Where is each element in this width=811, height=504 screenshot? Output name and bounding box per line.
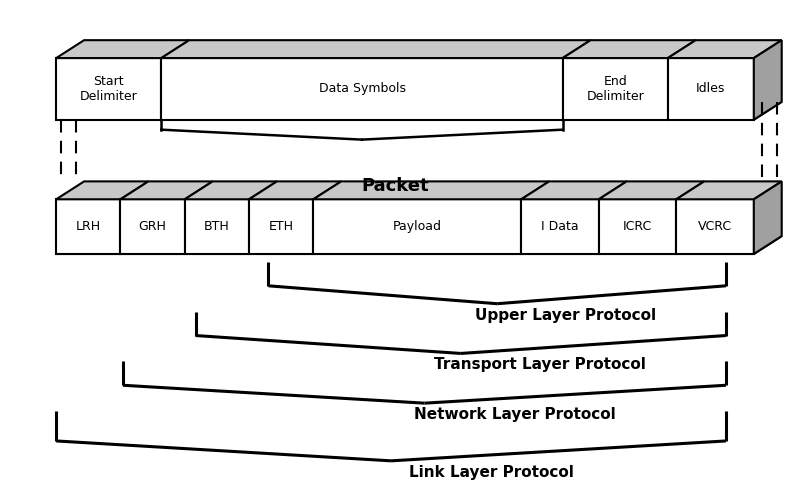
Bar <box>185 199 249 254</box>
Polygon shape <box>56 40 189 58</box>
Polygon shape <box>562 40 695 58</box>
Polygon shape <box>56 181 148 199</box>
Text: Packet: Packet <box>361 177 428 196</box>
Bar <box>667 58 753 120</box>
Text: BTH: BTH <box>204 220 230 233</box>
Polygon shape <box>185 236 277 254</box>
Text: End
Delimiter: End Delimiter <box>586 75 643 103</box>
Bar <box>313 199 521 254</box>
Polygon shape <box>667 102 781 120</box>
Polygon shape <box>598 181 703 199</box>
Text: Link Layer Protocol: Link Layer Protocol <box>409 465 573 480</box>
Polygon shape <box>161 102 590 120</box>
Bar <box>56 58 161 120</box>
Polygon shape <box>185 181 277 199</box>
Text: Network Layer Protocol: Network Layer Protocol <box>414 407 615 422</box>
Polygon shape <box>120 181 212 199</box>
Polygon shape <box>249 181 341 199</box>
Text: Idles: Idles <box>695 82 724 95</box>
Polygon shape <box>56 102 189 120</box>
Text: Transport Layer Protocol: Transport Layer Protocol <box>434 357 646 372</box>
Bar <box>161 58 562 120</box>
Bar <box>562 58 667 120</box>
Polygon shape <box>753 181 781 254</box>
Polygon shape <box>753 40 781 120</box>
Polygon shape <box>313 181 548 199</box>
Polygon shape <box>667 40 781 58</box>
Text: Payload: Payload <box>393 220 441 233</box>
Polygon shape <box>249 236 341 254</box>
Bar <box>249 199 313 254</box>
Polygon shape <box>598 236 703 254</box>
Polygon shape <box>120 236 212 254</box>
Bar <box>521 199 598 254</box>
Polygon shape <box>161 40 590 58</box>
Polygon shape <box>562 102 695 120</box>
Bar <box>598 199 676 254</box>
Text: ICRC: ICRC <box>622 220 651 233</box>
Polygon shape <box>676 181 781 199</box>
Polygon shape <box>521 236 626 254</box>
Text: Start
Delimiter: Start Delimiter <box>79 75 138 103</box>
Bar <box>120 199 185 254</box>
Bar <box>56 199 120 254</box>
Polygon shape <box>56 236 148 254</box>
Text: I Data: I Data <box>541 220 578 233</box>
Polygon shape <box>313 236 548 254</box>
Text: ETH: ETH <box>268 220 294 233</box>
Bar <box>676 199 753 254</box>
Text: GRH: GRH <box>139 220 166 233</box>
Polygon shape <box>676 236 781 254</box>
Text: Upper Layer Protocol: Upper Layer Protocol <box>474 307 655 323</box>
Polygon shape <box>521 181 626 199</box>
Text: LRH: LRH <box>75 220 101 233</box>
Text: Data Symbols: Data Symbols <box>318 82 405 95</box>
Text: VCRC: VCRC <box>697 220 732 233</box>
